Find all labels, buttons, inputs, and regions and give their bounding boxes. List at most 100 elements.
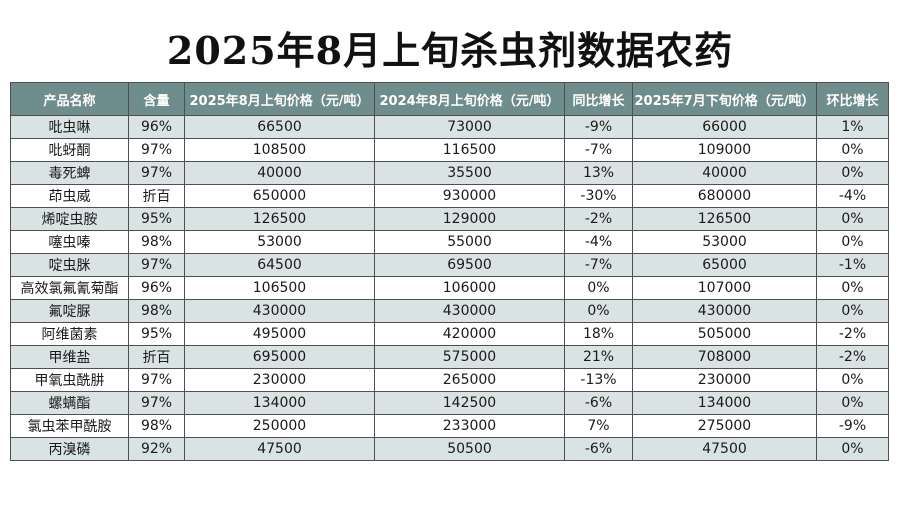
content-cell: 折百 [128, 345, 185, 369]
price-2025-jul-late-cell: 275000 [632, 414, 817, 438]
price-2024-aug-early-cell: 73000 [374, 115, 565, 139]
price-2024-aug-early-cell: 430000 [374, 299, 565, 323]
price-2025-aug-early-cell: 64500 [184, 253, 375, 277]
mom-growth-cell: 0% [816, 230, 889, 254]
content-cell: 折百 [128, 184, 185, 208]
yoy-growth-cell: -13% [564, 368, 633, 392]
price-2025-aug-early-cell: 230000 [184, 368, 375, 392]
price-2024-aug-early-cell: 116500 [374, 138, 565, 162]
table-row: 高效氯氟氰菊酯 96% 106500 106000 0% 107000 0% [10, 276, 889, 300]
header-product-name: 产品名称 [10, 82, 129, 116]
content-cell: 96% [128, 115, 185, 139]
mom-growth-cell: 0% [816, 138, 889, 162]
table-row: 吡虫啉 96% 66500 73000 -9% 66000 1% [10, 115, 889, 139]
mom-growth-cell: 0% [816, 276, 889, 300]
price-2024-aug-early-cell: 55000 [374, 230, 565, 254]
yoy-growth-cell: -6% [564, 437, 633, 461]
price-2025-jul-late-cell: 53000 [632, 230, 817, 254]
product-name-cell: 毒死蜱 [10, 161, 129, 185]
header-yoy-growth: 同比增长 [564, 82, 633, 116]
yoy-growth-cell: -2% [564, 207, 633, 231]
table-row: 啶虫脒 97% 64500 69500 -7% 65000 -1% [10, 253, 889, 277]
price-2025-aug-early-cell: 134000 [184, 391, 375, 415]
mom-growth-cell: -2% [816, 322, 889, 346]
mom-growth-cell: -2% [816, 345, 889, 369]
price-2024-aug-early-cell: 50500 [374, 437, 565, 461]
product-name-cell: 烯啶虫胺 [10, 207, 129, 231]
yoy-growth-cell: 0% [564, 276, 633, 300]
price-2024-aug-early-cell: 420000 [374, 322, 565, 346]
table-row: 吡蚜酮 97% 108500 116500 -7% 109000 0% [10, 138, 889, 162]
table-row: 噻虫嗪 98% 53000 55000 -4% 53000 0% [10, 230, 889, 254]
yoy-growth-cell: -7% [564, 253, 633, 277]
product-name-cell: 高效氯氟氰菊酯 [10, 276, 129, 300]
content-cell: 97% [128, 253, 185, 277]
price-2025-jul-late-cell: 126500 [632, 207, 817, 231]
price-2025-jul-late-cell: 708000 [632, 345, 817, 369]
table-row: 甲维盐 折百 695000 575000 21% 708000 -2% [10, 345, 889, 369]
mom-growth-cell: 0% [816, 437, 889, 461]
price-2024-aug-early-cell: 142500 [374, 391, 565, 415]
price-2024-aug-early-cell: 575000 [374, 345, 565, 369]
product-name-cell: 螺螨酯 [10, 391, 129, 415]
product-name-cell: 氟啶脲 [10, 299, 129, 323]
mom-growth-cell: 0% [816, 391, 889, 415]
product-name-cell: 丙溴磷 [10, 437, 129, 461]
content-cell: 98% [128, 414, 185, 438]
table-row: 毒死蜱 97% 40000 35500 13% 40000 0% [10, 161, 889, 185]
price-2024-aug-early-cell: 106000 [374, 276, 565, 300]
price-2025-aug-early-cell: 495000 [184, 322, 375, 346]
price-2025-jul-late-cell: 65000 [632, 253, 817, 277]
price-2025-aug-early-cell: 53000 [184, 230, 375, 254]
table-row: 烯啶虫胺 95% 126500 129000 -2% 126500 0% [10, 207, 889, 231]
content-cell: 95% [128, 322, 185, 346]
table-row: 氯虫苯甲酰胺 98% 250000 233000 7% 275000 -9% [10, 414, 889, 438]
price-2025-jul-late-cell: 40000 [632, 161, 817, 185]
header-mom-growth: 环比增长 [816, 82, 889, 116]
content-cell: 97% [128, 368, 185, 392]
header-price-2024-aug-early: 2024年8月上旬价格（元/吨） [374, 82, 565, 116]
mom-growth-cell: 0% [816, 207, 889, 231]
table-row: 丙溴磷 92% 47500 50500 -6% 47500 0% [10, 437, 889, 461]
content-cell: 97% [128, 391, 185, 415]
mom-growth-cell: 0% [816, 299, 889, 323]
pesticide-price-table: 产品名称 含量 2025年8月上旬价格（元/吨） 2024年8月上旬价格（元/吨… [10, 82, 889, 461]
price-2025-aug-early-cell: 66500 [184, 115, 375, 139]
price-2025-jul-late-cell: 107000 [632, 276, 817, 300]
mom-growth-cell: -4% [816, 184, 889, 208]
yoy-growth-cell: -4% [564, 230, 633, 254]
content-cell: 95% [128, 207, 185, 231]
price-2025-aug-early-cell: 108500 [184, 138, 375, 162]
yoy-growth-cell: 7% [564, 414, 633, 438]
page-title: 2025年8月上旬杀虫剂数据农药 [166, 28, 734, 73]
product-name-cell: 噻虫嗪 [10, 230, 129, 254]
price-2025-aug-early-cell: 47500 [184, 437, 375, 461]
header-price-2025-jul-late: 2025年7月下旬价格（元/吨） [632, 82, 817, 116]
table-row: 甲氧虫酰肼 97% 230000 265000 -13% 230000 0% [10, 368, 889, 392]
content-cell: 97% [128, 161, 185, 185]
price-2025-jul-late-cell: 430000 [632, 299, 817, 323]
price-2025-jul-late-cell: 66000 [632, 115, 817, 139]
table-row: 螺螨酯 97% 134000 142500 -6% 134000 0% [10, 391, 889, 415]
price-2025-jul-late-cell: 134000 [632, 391, 817, 415]
yoy-growth-cell: 13% [564, 161, 633, 185]
product-name-cell: 甲氧虫酰肼 [10, 368, 129, 392]
price-2025-aug-early-cell: 650000 [184, 184, 375, 208]
product-name-cell: 茚虫威 [10, 184, 129, 208]
price-2024-aug-early-cell: 265000 [374, 368, 565, 392]
header-content: 含量 [128, 82, 185, 116]
price-2025-aug-early-cell: 695000 [184, 345, 375, 369]
product-name-cell: 吡虫啉 [10, 115, 129, 139]
price-2025-jul-late-cell: 109000 [632, 138, 817, 162]
price-2025-jul-late-cell: 47500 [632, 437, 817, 461]
content-cell: 97% [128, 138, 185, 162]
price-2025-aug-early-cell: 126500 [184, 207, 375, 231]
product-name-cell: 甲维盐 [10, 345, 129, 369]
price-2025-jul-late-cell: 680000 [632, 184, 817, 208]
price-2024-aug-early-cell: 129000 [374, 207, 565, 231]
price-2024-aug-early-cell: 35500 [374, 161, 565, 185]
price-2025-aug-early-cell: 430000 [184, 299, 375, 323]
price-2025-jul-late-cell: 505000 [632, 322, 817, 346]
yoy-growth-cell: 18% [564, 322, 633, 346]
price-2024-aug-early-cell: 930000 [374, 184, 565, 208]
